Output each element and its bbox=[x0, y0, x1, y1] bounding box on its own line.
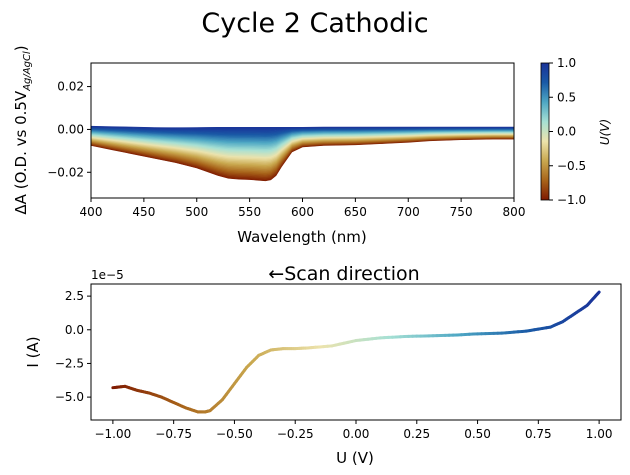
spectra-x-tick-label: 750 bbox=[450, 205, 473, 219]
cv-title: ←Scan direction bbox=[268, 263, 419, 285]
colorbar-tick-label: −0.5 bbox=[557, 159, 586, 173]
cv-y-ticks: 2.5 0.0 −2.5 −5.0 bbox=[55, 289, 91, 404]
spectra-x-tick-label: 450 bbox=[132, 205, 155, 219]
cv-y-tick-label: 2.5 bbox=[65, 289, 84, 303]
spectra-x-tick-label: 600 bbox=[291, 205, 314, 219]
cv-y-tick-label: −2.5 bbox=[55, 356, 84, 370]
cv-x-tick-label: 1.00 bbox=[586, 427, 613, 441]
spectra-y-tick-label: 0.02 bbox=[57, 80, 84, 94]
spectra-x-tick-label: 650 bbox=[344, 205, 367, 219]
spectra-y-ticks: 0.02 0.00 −0.02 bbox=[47, 80, 91, 179]
colorbar-tick-label: 0.5 bbox=[557, 90, 576, 104]
spectra-panel: 400 450 500 550 600 650 700 750 800 0.02 0.00 −0.0… bbox=[12, 45, 525, 246]
cv-x-tick-label: −0.25 bbox=[277, 427, 314, 441]
cv-x-tick-label: 0.75 bbox=[525, 427, 552, 441]
spectra-y-label-close: ) bbox=[12, 45, 30, 51]
spectra-x-tick-label: 550 bbox=[238, 205, 261, 219]
colorbar-tick-label: −1.0 bbox=[557, 193, 586, 207]
cv-x-tick-label: −1.00 bbox=[94, 427, 131, 441]
cv-y-tick-label: 0.0 bbox=[65, 323, 84, 337]
cv-segment bbox=[596, 290, 601, 295]
spectra-y-tick-label: 0.00 bbox=[57, 122, 84, 136]
spectra-x-ticks: 400 450 500 550 600 650 700 750 800 bbox=[80, 198, 526, 219]
cv-x-tick-label: −0.75 bbox=[155, 427, 192, 441]
cv-x-label: U (V) bbox=[336, 449, 374, 467]
colorbar-label: U(V) bbox=[598, 119, 612, 145]
cv-x-ticks: −1.00 −0.75 −0.50 −0.25 0.00 0.25 0.50 0.75 1.00 bbox=[94, 420, 612, 441]
cv-y-scale-label: 1e−5 bbox=[91, 268, 124, 282]
cv-y-label: I (A) bbox=[24, 336, 42, 367]
spectra-x-tick-label: 700 bbox=[397, 205, 420, 219]
figure-title: Cycle 2 Cathodic bbox=[201, 8, 428, 39]
colorbar: 1.0 0.5 0.0 −0.5 −1.0 U(V) bbox=[540, 56, 612, 207]
colorbar-ticks: 1.0 0.5 0.0 −0.5 −1.0 bbox=[549, 56, 586, 207]
spectra-x-tick-label: 500 bbox=[185, 205, 208, 219]
cv-panel: ←Scan direction 1e−5 −1.00 −0.75 −0.50 −0.2… bbox=[24, 263, 622, 467]
cv-curve bbox=[111, 290, 601, 414]
cv-x-tick-label: 0.25 bbox=[403, 427, 430, 441]
spectra-x-tick-label: 400 bbox=[80, 205, 103, 219]
spectra-x-label: Wavelength (nm) bbox=[237, 228, 367, 246]
colorbar-tick-label: 0.0 bbox=[557, 125, 576, 139]
colorbar-tick-label: 1.0 bbox=[557, 56, 576, 70]
spectra-y-label-main: ΔA (O.D. vs 0.5V bbox=[12, 90, 30, 215]
spectra-bands bbox=[90, 125, 515, 182]
cv-x-tick-label: 0.00 bbox=[343, 427, 370, 441]
colorbar-gradient bbox=[540, 62, 550, 201]
cv-x-tick-label: 0.50 bbox=[464, 427, 491, 441]
cv-x-tick-label: −0.50 bbox=[216, 427, 253, 441]
spectra-y-label: ΔA (O.D. vs 0.5VAg/AgCl) bbox=[12, 45, 33, 214]
spectra-y-label-sub: Ag/AgCl bbox=[22, 51, 33, 92]
cv-y-tick-label: −5.0 bbox=[55, 390, 84, 404]
spectra-y-tick-label: −0.02 bbox=[47, 165, 84, 179]
spectra-x-tick-label: 800 bbox=[503, 205, 526, 219]
